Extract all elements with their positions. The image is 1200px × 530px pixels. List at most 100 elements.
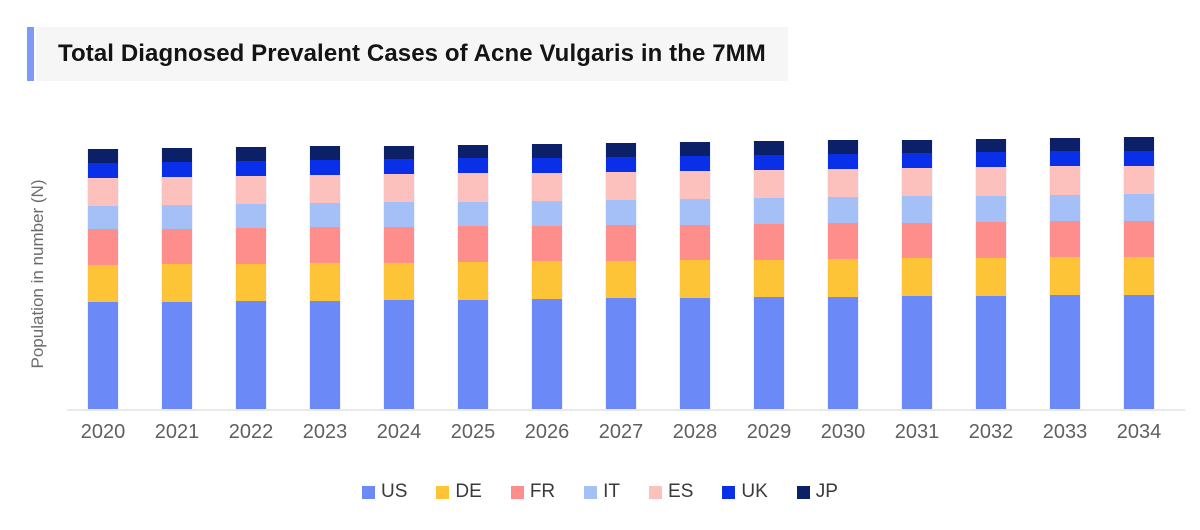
bar-2024[interactable] bbox=[383, 145, 415, 409]
bar-segment-es-2024[interactable] bbox=[384, 174, 414, 203]
bar-segment-de-2023[interactable] bbox=[310, 263, 340, 301]
bar-segment-us-2031[interactable] bbox=[902, 296, 932, 409]
bar-segment-es-2033[interactable] bbox=[1050, 166, 1080, 195]
bar-segment-us-2024[interactable] bbox=[384, 300, 414, 409]
bar-segment-jp-2026[interactable] bbox=[532, 143, 562, 158]
bar-segment-fr-2023[interactable] bbox=[310, 227, 340, 264]
bar-segment-jp-2024[interactable] bbox=[384, 145, 414, 160]
bar-segment-uk-2023[interactable] bbox=[310, 160, 340, 176]
bar-2027[interactable] bbox=[605, 142, 637, 409]
bar-segment-it-2024[interactable] bbox=[384, 202, 414, 227]
bar-segment-fr-2024[interactable] bbox=[384, 226, 414, 263]
bar-segment-fr-2033[interactable] bbox=[1050, 221, 1080, 258]
bar-segment-es-2022[interactable] bbox=[236, 176, 266, 205]
bar-segment-de-2034[interactable] bbox=[1124, 256, 1154, 295]
bar-segment-us-2022[interactable] bbox=[236, 301, 266, 409]
bar-segment-de-2021[interactable] bbox=[162, 264, 192, 302]
bar-segment-de-2022[interactable] bbox=[236, 263, 266, 302]
bar-segment-fr-2026[interactable] bbox=[532, 225, 562, 262]
bar-segment-jp-2034[interactable] bbox=[1124, 137, 1154, 151]
bar-segment-it-2033[interactable] bbox=[1050, 194, 1080, 222]
bar-segment-us-2030[interactable] bbox=[828, 296, 858, 409]
legend-item-us[interactable]: US bbox=[362, 481, 407, 503]
bar-segment-it-2030[interactable] bbox=[828, 197, 858, 224]
bar-segment-uk-2024[interactable] bbox=[384, 159, 414, 175]
bar-segment-uk-2021[interactable] bbox=[162, 161, 192, 177]
bar-segment-de-2031[interactable] bbox=[902, 258, 932, 297]
bar-2026[interactable] bbox=[531, 143, 563, 409]
bar-segment-de-2029[interactable] bbox=[754, 259, 784, 298]
bar-segment-us-2027[interactable] bbox=[606, 298, 636, 409]
bar-segment-us-2023[interactable] bbox=[310, 300, 340, 409]
bar-segment-fr-2031[interactable] bbox=[902, 222, 932, 259]
bar-segment-it-2026[interactable] bbox=[532, 200, 562, 226]
bar-segment-jp-2020[interactable] bbox=[88, 149, 118, 163]
bar-segment-uk-2028[interactable] bbox=[680, 155, 710, 171]
bar-segment-us-2032[interactable] bbox=[976, 295, 1006, 409]
bar-segment-jp-2027[interactable] bbox=[606, 142, 636, 157]
bar-segment-fr-2022[interactable] bbox=[236, 228, 266, 264]
bar-segment-uk-2032[interactable] bbox=[976, 152, 1006, 168]
bar-segment-es-2034[interactable] bbox=[1124, 165, 1154, 194]
bar-segment-de-2030[interactable] bbox=[828, 259, 858, 297]
bar-2021[interactable] bbox=[161, 148, 193, 409]
bar-segment-uk-2020[interactable] bbox=[88, 162, 118, 178]
bar-segment-us-2033[interactable] bbox=[1050, 295, 1080, 409]
bar-segment-jp-2028[interactable] bbox=[680, 142, 710, 156]
bar-segment-uk-2025[interactable] bbox=[458, 158, 488, 174]
legend-item-jp[interactable]: JP bbox=[796, 481, 838, 503]
bar-segment-jp-2023[interactable] bbox=[310, 146, 340, 161]
legend-item-de[interactable]: DE bbox=[436, 481, 482, 503]
bar-segment-us-2029[interactable] bbox=[754, 297, 784, 409]
bar-segment-us-2025[interactable] bbox=[458, 299, 488, 409]
bar-2033[interactable] bbox=[1049, 137, 1081, 409]
bar-segment-us-2021[interactable] bbox=[162, 301, 192, 409]
bar-segment-es-2020[interactable] bbox=[88, 177, 118, 206]
bar-segment-es-2027[interactable] bbox=[606, 171, 636, 200]
bar-segment-it-2023[interactable] bbox=[310, 203, 340, 228]
bar-segment-jp-2029[interactable] bbox=[754, 141, 784, 155]
bar-segment-es-2021[interactable] bbox=[162, 176, 192, 206]
bar-segment-jp-2031[interactable] bbox=[902, 139, 932, 154]
bar-segment-us-2026[interactable] bbox=[532, 298, 562, 409]
bar-segment-uk-2029[interactable] bbox=[754, 154, 784, 170]
bar-segment-us-2028[interactable] bbox=[680, 297, 710, 409]
bar-segment-es-2028[interactable] bbox=[680, 170, 710, 200]
legend-item-uk[interactable]: UK bbox=[722, 481, 768, 503]
bar-segment-fr-2032[interactable] bbox=[976, 222, 1006, 258]
bar-segment-uk-2030[interactable] bbox=[828, 154, 858, 170]
bar-segment-it-2022[interactable] bbox=[236, 204, 266, 229]
bar-segment-es-2023[interactable] bbox=[310, 175, 340, 204]
bar-segment-jp-2030[interactable] bbox=[828, 140, 858, 155]
bar-segment-fr-2020[interactable] bbox=[88, 229, 118, 265]
bar-segment-it-2027[interactable] bbox=[606, 199, 636, 226]
bar-segment-it-2028[interactable] bbox=[680, 199, 710, 225]
bar-segment-uk-2022[interactable] bbox=[236, 161, 266, 176]
bar-segment-uk-2026[interactable] bbox=[532, 157, 562, 173]
legend-item-fr[interactable]: FR bbox=[510, 481, 555, 503]
bar-segment-fr-2029[interactable] bbox=[754, 223, 784, 260]
bar-segment-fr-2027[interactable] bbox=[606, 225, 636, 261]
bar-2029[interactable] bbox=[753, 141, 785, 409]
bar-2022[interactable] bbox=[235, 147, 267, 409]
bar-segment-uk-2031[interactable] bbox=[902, 153, 932, 169]
bar-segment-us-2020[interactable] bbox=[88, 302, 118, 409]
bar-segment-jp-2025[interactable] bbox=[458, 144, 488, 159]
bar-segment-it-2021[interactable] bbox=[162, 205, 192, 229]
bar-segment-it-2025[interactable] bbox=[458, 201, 488, 227]
bar-segment-uk-2034[interactable] bbox=[1124, 150, 1154, 166]
bar-segment-fr-2025[interactable] bbox=[458, 226, 488, 262]
bar-segment-es-2026[interactable] bbox=[532, 172, 562, 201]
bar-segment-de-2020[interactable] bbox=[88, 264, 118, 303]
bar-segment-es-2029[interactable] bbox=[754, 169, 784, 199]
bar-segment-de-2026[interactable] bbox=[532, 261, 562, 299]
bar-segment-it-2031[interactable] bbox=[902, 196, 932, 223]
bar-segment-uk-2027[interactable] bbox=[606, 156, 636, 172]
bar-segment-fr-2021[interactable] bbox=[162, 228, 192, 265]
legend-item-es[interactable]: ES bbox=[649, 481, 693, 503]
bar-2032[interactable] bbox=[975, 138, 1007, 409]
bar-segment-de-2033[interactable] bbox=[1050, 257, 1080, 296]
bar-segment-it-2020[interactable] bbox=[88, 205, 118, 230]
bar-segment-uk-2033[interactable] bbox=[1050, 151, 1080, 167]
bar-segment-us-2034[interactable] bbox=[1124, 294, 1154, 409]
